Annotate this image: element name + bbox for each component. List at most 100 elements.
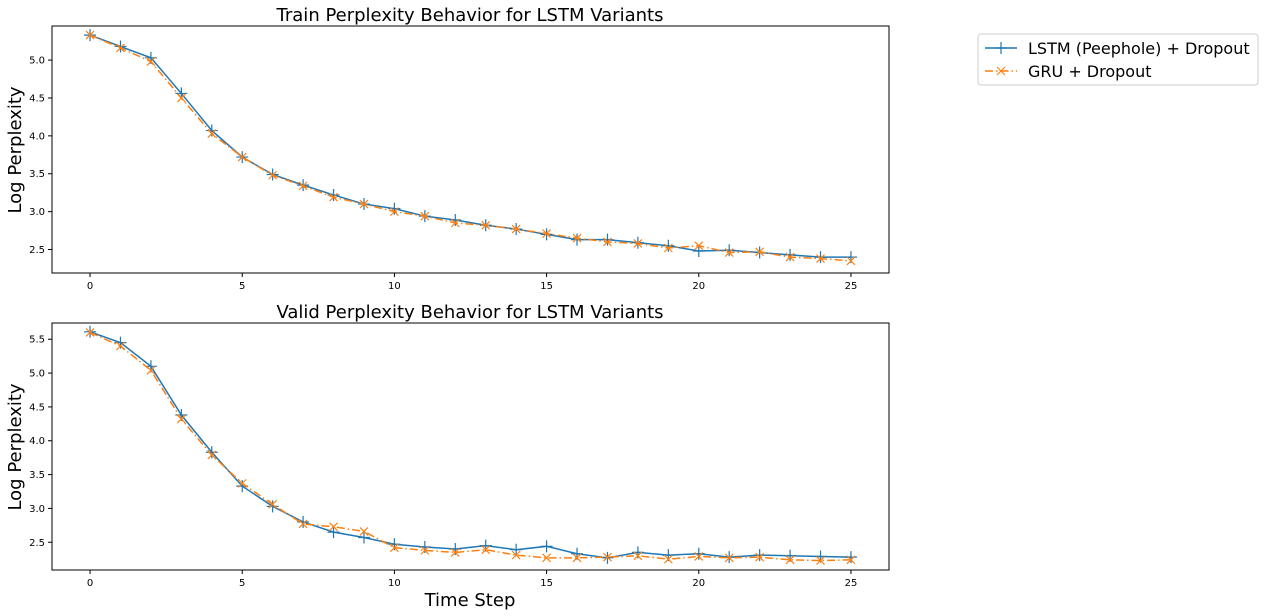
train-point-lstm	[571, 233, 584, 246]
train-point-lstm	[205, 124, 218, 137]
valid-plot-ticks: 0 5 10 15 20 25 2.5 3.0 3.5 4.0 4.5 5.0 5.5	[29, 335, 857, 589]
train-point-lstm	[601, 233, 614, 246]
valid-point-gru	[116, 341, 125, 351]
legend-entry-gru: GRU + Dropout	[985, 62, 1152, 81]
train-point-gru	[116, 43, 125, 53]
valid-point-lstm	[327, 526, 340, 539]
train-point-gru	[450, 218, 460, 228]
valid-perplexity-plot: Valid Perplexity Behavior for LSTM Varia…	[5, 302, 890, 611]
train-plot-ticks: 0 5 10 15 20 25 2.5 3.0 3.5 4.0 4.5 5.0	[29, 56, 857, 292]
valid-point-gru	[146, 365, 156, 375]
train-y-tick-label: 5.0	[29, 56, 45, 67]
valid-point-gru	[207, 450, 217, 460]
valid-point-gru	[785, 555, 795, 565]
legend-entry-lstm: LSTM (Peephole) + Dropout	[985, 39, 1250, 58]
valid-point-lstm	[540, 540, 553, 553]
valid-point-gru	[176, 414, 186, 424]
train-point-gru	[420, 211, 430, 221]
valid-plot-title: Valid Perplexity Behavior for LSTM Varia…	[276, 302, 663, 323]
valid-y-tick-label: 5.0	[29, 369, 45, 380]
valid-point-gru	[359, 527, 369, 536]
valid-point-gru	[420, 545, 430, 555]
valid-point-gru	[603, 552, 612, 562]
valid-plot-y-label: Log Perplexity	[5, 383, 26, 510]
train-point-gru	[207, 129, 217, 139]
train-point-gru	[663, 243, 673, 253]
train-point-gru	[329, 192, 338, 202]
train-point-gru	[298, 181, 308, 191]
valid-point-gru	[389, 543, 399, 553]
valid-point-gru	[237, 478, 247, 488]
valid-y-tick-label: 4.5	[29, 402, 45, 413]
train-x-tick-label: 10	[388, 281, 401, 292]
legend-label-lstm: LSTM (Peephole) + Dropout	[1028, 39, 1250, 58]
legend: LSTM (Peephole) + Dropout GRU + Dropout	[977, 33, 1259, 86]
train-point-gru	[511, 224, 521, 234]
legend-box	[977, 33, 1259, 86]
valid-point-gru	[694, 552, 704, 561]
train-point-gru	[146, 57, 156, 67]
valid-y-tick-label: 5.5	[29, 335, 45, 346]
valid-point-lstm	[753, 549, 766, 562]
valid-point-lstm	[510, 543, 523, 556]
train-point-lstm	[449, 213, 462, 226]
train-plot-series	[84, 29, 857, 266]
valid-point-gru	[268, 499, 278, 509]
valid-point-gru	[298, 519, 308, 529]
train-point-lstm	[662, 239, 675, 252]
valid-point-gru	[816, 556, 825, 565]
valid-point-gru	[846, 555, 856, 565]
valid-x-tick-label: 20	[692, 578, 705, 589]
train-point-lstm	[723, 244, 736, 257]
legend-label-gru: GRU + Dropout	[1028, 62, 1152, 81]
train-point-gru	[603, 237, 612, 247]
valid-series-line-gru	[89, 331, 851, 562]
train-y-tick-label: 4.0	[29, 131, 45, 142]
train-y-tick-label: 4.5	[29, 93, 45, 104]
train-series-line-gru	[89, 34, 852, 262]
valid-point-gru	[572, 553, 582, 563]
valid-point-lstm	[357, 531, 370, 544]
legend-marker-lstm	[995, 42, 1007, 54]
valid-x-tick-label: 10	[388, 578, 401, 589]
valid-point-gru	[663, 554, 673, 564]
valid-x-tick-label: 25	[845, 578, 858, 589]
valid-y-tick-label: 3.0	[29, 504, 45, 515]
valid-x-tick-label: 0	[87, 578, 93, 589]
valid-point-gru	[633, 551, 643, 561]
valid-point-lstm	[692, 547, 705, 560]
train-plot-title: Train Perplexity Behavior for LSTM Varia…	[276, 5, 664, 26]
train-point-lstm	[692, 245, 705, 258]
train-point-gru	[724, 248, 734, 257]
train-x-tick-label: 20	[692, 281, 705, 292]
valid-y-tick-label: 2.5	[29, 538, 45, 549]
valid-plot-frame	[51, 322, 890, 571]
train-point-gru	[572, 233, 582, 243]
train-point-gru	[85, 30, 95, 40]
train-point-lstm	[114, 40, 127, 53]
train-point-gru	[359, 199, 369, 209]
train-point-gru	[268, 170, 278, 180]
train-y-tick-label: 2.5	[29, 245, 45, 256]
valid-point-lstm	[205, 446, 218, 459]
valid-plot-x-label: Time Step	[424, 590, 516, 611]
train-plot-frame	[51, 25, 890, 274]
train-point-lstm	[388, 202, 401, 215]
train-y-tick-label: 3.5	[29, 169, 45, 180]
valid-point-lstm	[844, 551, 857, 564]
valid-point-gru	[329, 522, 338, 532]
train-point-gru	[755, 247, 765, 257]
valid-x-tick-label: 5	[239, 578, 245, 589]
train-x-tick-label: 0	[87, 281, 93, 292]
train-point-gru	[816, 254, 825, 264]
train-point-gru	[237, 152, 247, 162]
valid-y-tick-label: 4.0	[29, 436, 45, 447]
valid-point-gru	[511, 550, 521, 560]
valid-y-tick-label: 3.5	[29, 470, 45, 481]
train-point-lstm	[814, 251, 827, 264]
legend-marker-gru	[996, 66, 1006, 76]
train-point-gru	[694, 241, 704, 251]
train-point-gru	[846, 256, 856, 266]
train-point-gru	[785, 252, 795, 262]
train-point-gru	[542, 229, 552, 239]
